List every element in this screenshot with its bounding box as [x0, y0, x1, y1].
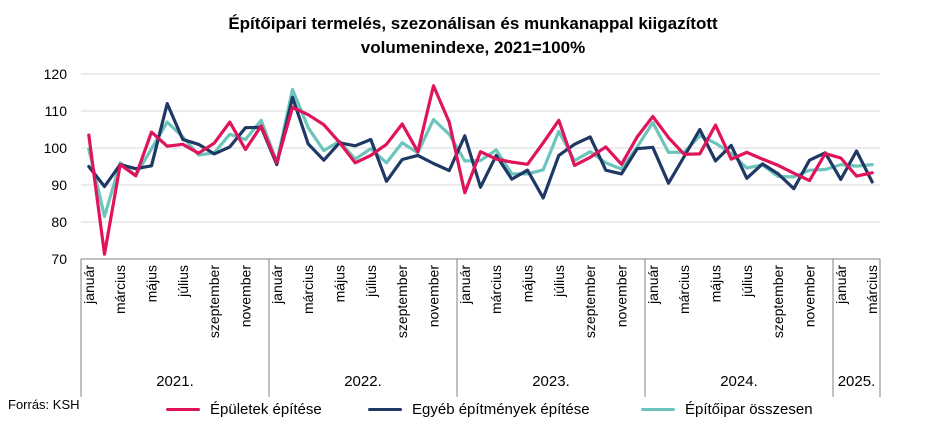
legend-item-buildings: Épületek építése — [166, 401, 322, 418]
chart-title: Építőipari termelés, szezonálisan és mun… — [0, 12, 946, 60]
legend-label-other: Egyéb építmények építése — [412, 401, 590, 418]
x-tick-label: július — [739, 265, 755, 298]
year-label: 2023. — [532, 373, 570, 390]
x-tick-label: május — [708, 265, 724, 302]
x-tick-label: március — [864, 265, 880, 314]
year-label: 2022. — [344, 373, 382, 390]
y-tick-label: 90 — [51, 177, 67, 193]
chart-title-line-1: Építőipari termelés, szezonálisan és mun… — [228, 14, 718, 33]
x-tick-label: május — [144, 265, 160, 302]
legend-item-other: Egyéb építmények építése — [368, 401, 590, 418]
x-tick-label: március — [488, 265, 504, 314]
legend: Épületek építése Egyéb építmények építés… — [0, 401, 946, 425]
series-line-2 — [87, 87, 874, 218]
series-line-0 — [87, 84, 874, 256]
y-tick-label: 120 — [44, 66, 68, 82]
axis-layer — [80, 258, 881, 397]
x-tick-label: március — [676, 265, 692, 314]
x-tick-label: január — [81, 265, 97, 305]
y-tick-label: 100 — [44, 140, 68, 156]
x-tick-label: szeptember — [206, 265, 222, 338]
x-tick-label: március — [300, 265, 316, 314]
y-tick-label: 110 — [45, 103, 68, 119]
grid-layer — [81, 73, 880, 223]
y-tick-label: 70 — [51, 251, 67, 267]
x-tick-label: szeptember — [582, 265, 598, 338]
legend-swatch-other — [368, 408, 402, 411]
legend-swatch-total — [641, 408, 675, 411]
x-tick-label: január — [833, 265, 849, 305]
x-tick-label: július — [551, 265, 567, 298]
x-tick-label: november — [238, 265, 254, 328]
x-tick-label: szeptember — [770, 265, 786, 338]
year-label: 2021. — [156, 373, 194, 390]
x-tick-label: szeptember — [394, 265, 410, 338]
x-tick-label: november — [426, 265, 442, 328]
series-layer — [87, 84, 874, 256]
x-tick-label: január — [269, 265, 285, 305]
x-tick-label: november — [802, 265, 818, 328]
year-label: 2025. — [838, 373, 876, 390]
x-tick-label: május — [520, 265, 536, 302]
legend-label-total: Építőipar összesen — [685, 401, 813, 418]
x-tick-label: március — [112, 265, 128, 314]
year-label: 2024. — [720, 373, 758, 390]
legend-label-buildings: Épületek építése — [210, 401, 322, 418]
legend-item-total: Építőipar összesen — [641, 401, 813, 418]
x-tick-label: november — [614, 265, 630, 328]
y-tick-label: 80 — [51, 214, 67, 230]
series-line-1 — [87, 95, 874, 200]
x-tick-label: január — [645, 265, 661, 305]
chart-title-line-2: volumenindexe, 2021=100% — [360, 38, 586, 57]
source-note: Forrás: KSH — [8, 397, 80, 412]
x-tick-label: május — [332, 265, 348, 302]
x-tick-label: július — [175, 265, 191, 298]
label-layer: 70 80 90 100 110 120 2021. 2022. 2023. 2024. 2025.… — [44, 66, 881, 390]
x-tick-label: július — [363, 265, 379, 298]
x-tick-label: január — [457, 265, 473, 305]
legend-swatch-buildings — [166, 408, 200, 411]
